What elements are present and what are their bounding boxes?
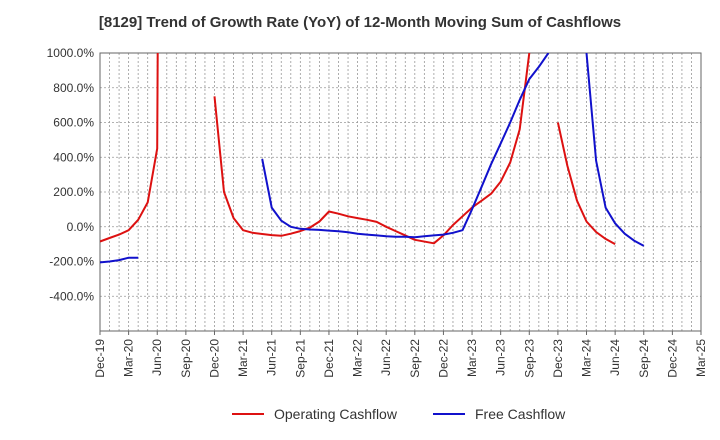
x-tick-label: Mar-22 xyxy=(351,339,365,377)
y-tick-label: -400.0% xyxy=(49,289,94,303)
x-tick-label: Sep-22 xyxy=(408,339,422,378)
x-tick-label: Dec-21 xyxy=(322,339,336,378)
x-tick-label: Mar-21 xyxy=(236,339,250,377)
x-tick-label: Sep-24 xyxy=(637,339,651,378)
series-line-segment xyxy=(261,53,550,239)
y-tick-label: 400.0% xyxy=(53,150,94,164)
x-tick-label: Dec-24 xyxy=(665,339,679,378)
x-tick-label: Sep-20 xyxy=(179,339,193,378)
x-tick-label: Mar-25 xyxy=(694,339,708,377)
legend-label: Operating Cashflow xyxy=(274,406,398,422)
series-free-cashflow xyxy=(100,53,645,264)
y-tick-label: 800.0% xyxy=(53,81,94,95)
series-layer xyxy=(100,53,645,264)
series-line-segment xyxy=(100,53,159,243)
x-tick-label: Jun-24 xyxy=(608,339,622,376)
x-tick-label: Jun-20 xyxy=(150,339,164,376)
plot-frame xyxy=(99,52,702,332)
x-tick-label: Dec-22 xyxy=(436,339,450,378)
series-line-segment xyxy=(100,256,139,264)
x-tick-label: Jun-23 xyxy=(494,339,508,376)
y-tick-label: 0.0% xyxy=(67,220,95,234)
grid-layer xyxy=(100,53,701,331)
x-tick-label: Dec-20 xyxy=(207,339,221,378)
legend-label: Free Cashflow xyxy=(475,406,566,422)
x-tick-label: Mar-23 xyxy=(465,339,479,377)
series-line-segment xyxy=(213,53,531,245)
x-tick-label: Jun-21 xyxy=(265,339,279,376)
y-tick-label: 200.0% xyxy=(53,185,94,199)
x-tick-label: Jun-22 xyxy=(379,339,393,376)
x-tick-label: Mar-24 xyxy=(580,339,594,377)
series-line-segment xyxy=(585,53,645,247)
x-tick-label: Dec-19 xyxy=(93,339,107,378)
chart-title: [8129] Trend of Growth Rate (YoY) of 12-… xyxy=(98,14,622,31)
y-tick-label: -200.0% xyxy=(49,255,94,269)
x-tick-label: Mar-20 xyxy=(122,339,136,377)
y-tick-label: 600.0% xyxy=(53,116,94,130)
axis-layer: 1000.0% 800.0% 600.0% 400.0% 200.0% 0.0% -200.… xyxy=(47,46,708,378)
legend-layer: Operating Cashflow Free Cashflow xyxy=(232,406,566,422)
y-tick-label: 1000.0% xyxy=(47,46,95,60)
series-operating-cashflow xyxy=(100,53,616,245)
x-tick-label: Sep-23 xyxy=(522,339,536,378)
series-line-segment xyxy=(556,122,616,245)
x-tick-label: Sep-21 xyxy=(293,339,307,378)
x-tick-label: Dec-23 xyxy=(551,339,565,378)
